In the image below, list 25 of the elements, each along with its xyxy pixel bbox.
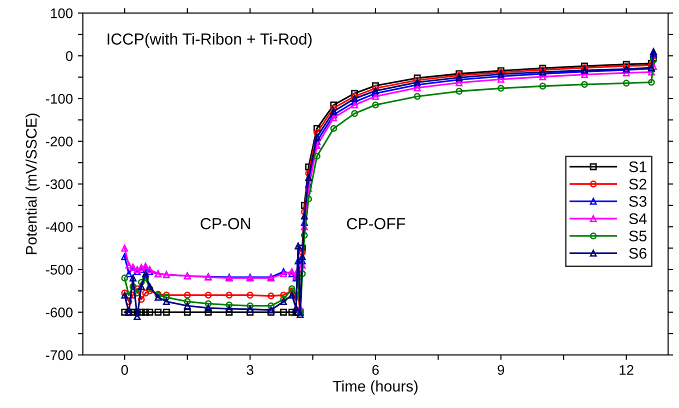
y-tick-label: 100 [51, 8, 73, 18]
y-tick-label: 0 [66, 51, 73, 61]
x-tick-label: 3 [246, 365, 254, 375]
legend-label: S1 [629, 161, 646, 172]
legend-label: S5 [629, 230, 646, 242]
legend-label: S4 [629, 213, 647, 224]
y-tick-label: -300 [46, 179, 73, 190]
x-axis-title: Time (hours) [332, 380, 418, 395]
y-tick-label: -700 [46, 350, 73, 360]
y-tick-label: -500 [46, 264, 73, 275]
x-tick-label: 6 [372, 365, 379, 375]
annotation: ICCP(with Ti-Ribon + Ti-Rod) [108, 32, 312, 48]
y-axis-title: Potential (mV/SSCE) [26, 114, 40, 254]
y-tick-label: -200 [46, 136, 73, 146]
x-tick-label: 12 [620, 365, 634, 375]
annotation: CP-OFF [347, 218, 406, 230]
y-tick-label: -100 [46, 94, 73, 104]
legend-label: S6 [629, 248, 646, 259]
annotation: CP-ON [200, 218, 250, 230]
x-tick-label: 0 [121, 365, 128, 375]
y-tick-label: -600 [46, 308, 73, 318]
legend-label: S2 [629, 178, 646, 190]
y-tick-label: -400 [46, 222, 73, 232]
x-tick-label: 9 [498, 365, 504, 375]
legend-label: S3 [629, 196, 646, 207]
